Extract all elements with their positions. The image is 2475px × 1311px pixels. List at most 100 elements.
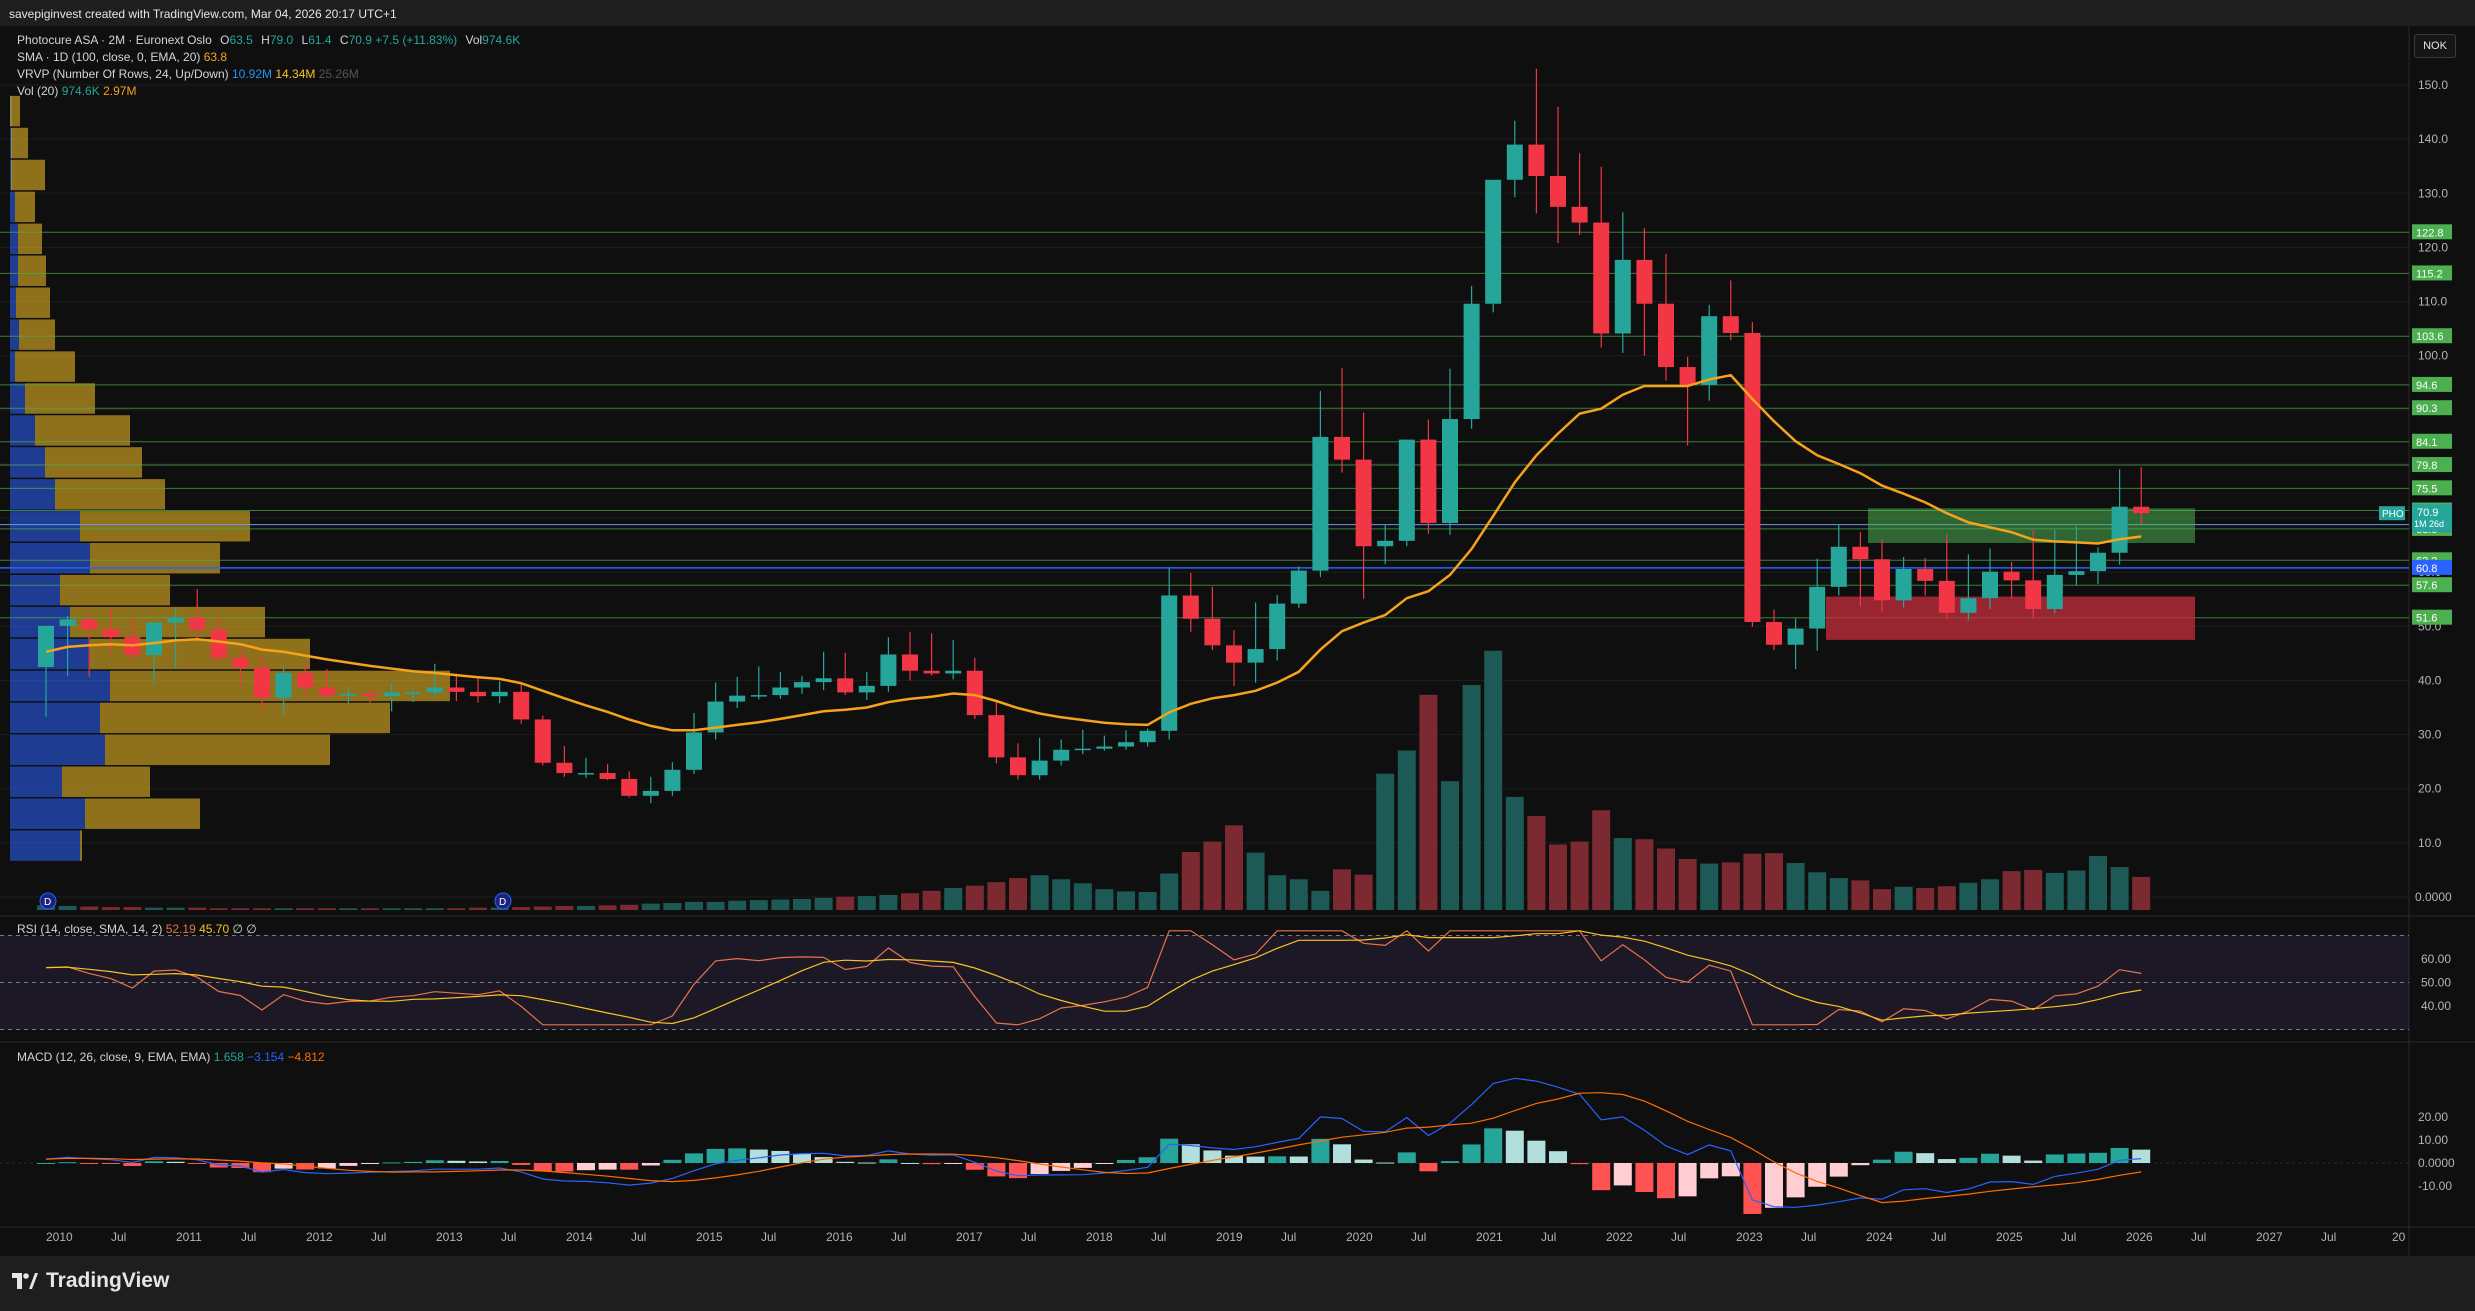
candle-body xyxy=(621,778,638,796)
volume-profile-down-row xyxy=(85,798,200,829)
candle-body xyxy=(1290,570,1307,604)
macd-histogram-bar xyxy=(447,1160,466,1163)
candle-body xyxy=(858,685,875,693)
volume-bar xyxy=(771,899,790,910)
low-value: 61.4 xyxy=(308,33,332,47)
tradingview-logo[interactable]: TradingView xyxy=(12,1269,169,1293)
macd-histogram-bar xyxy=(1851,1163,1870,1166)
candle-body xyxy=(1355,459,1372,547)
candle-body xyxy=(297,672,314,688)
candle-body xyxy=(405,692,422,694)
candle-body xyxy=(426,687,443,693)
volume-bar xyxy=(2110,867,2129,910)
candle-body xyxy=(837,678,854,693)
countdown-label: 1M 26d xyxy=(2414,519,2444,529)
candle-body xyxy=(81,619,98,630)
time-tick-label: Jul xyxy=(1411,1230,1426,1244)
candle-body xyxy=(902,654,918,671)
macd-histogram-bar xyxy=(663,1159,682,1163)
candle-body xyxy=(1852,546,1869,560)
level-tag xyxy=(2412,609,2452,625)
volume-profile-up-row xyxy=(10,734,105,766)
price-tick-label: 100.0 xyxy=(2418,349,2448,363)
vol20-ma-value: 2.97M xyxy=(103,84,137,98)
candle-body xyxy=(491,691,508,697)
chart-area[interactable]: 10.020.030.040.050.060.070.080.090.0100.… xyxy=(0,26,2475,1256)
time-tick-label: 2017 xyxy=(956,1230,983,1244)
candle-body xyxy=(1593,222,1610,334)
candle-body xyxy=(189,617,206,630)
level-tag xyxy=(2412,480,2452,496)
macd-histogram-bar xyxy=(2110,1147,2129,1163)
volume-bar xyxy=(2067,870,2086,910)
candle-body xyxy=(275,672,292,698)
bottom-bar xyxy=(0,1256,2475,1311)
volume-bar xyxy=(188,907,207,910)
volume-bar xyxy=(1009,878,1027,910)
volume-profile-down-row xyxy=(15,351,75,382)
macd-histogram-bar xyxy=(1937,1159,1956,1163)
vrvp-down-value: 14.34M xyxy=(275,67,316,81)
volume-bar xyxy=(749,900,768,910)
macd-histogram-bar xyxy=(2089,1152,2107,1163)
volume-profile-down-row xyxy=(10,95,20,127)
level-tag xyxy=(2412,376,2452,392)
time-tick-label: 2011 xyxy=(176,1230,202,1244)
vrvp-up-value: 10.92M xyxy=(231,67,273,81)
macd-histogram-bar xyxy=(706,1148,725,1163)
volume-profile-up-row xyxy=(10,447,45,478)
candle-body xyxy=(383,692,400,697)
vrvp-legend[interactable]: VRVP (Number Of Rows, 24, Up/Down) 10.92… xyxy=(17,67,359,81)
candle-body xyxy=(815,678,832,683)
sma-legend[interactable]: SMA · 1D (100, close, 0, EMA, 20) 63.8 xyxy=(17,50,227,64)
price-tick-label: 140.0 xyxy=(2418,132,2448,146)
macd-histogram-bar xyxy=(793,1153,811,1163)
volume-bar xyxy=(1484,650,1503,910)
time-tick-label: Jul xyxy=(1151,1230,1166,1244)
price-tick-label: 0.0000 xyxy=(2415,890,2452,904)
volume-bar xyxy=(274,908,293,910)
volume-profile-down-row xyxy=(18,223,42,255)
macd-histogram-bar xyxy=(1527,1140,1546,1163)
volume-bar xyxy=(728,900,747,910)
macd-legend[interactable]: MACD (12, 26, close, 9, EMA, EMA) 1.658 … xyxy=(17,1050,325,1064)
volume-bar xyxy=(1289,879,1308,910)
price-tick-label: 110.0 xyxy=(2418,295,2447,309)
candle-body xyxy=(1550,175,1566,207)
volume-bar xyxy=(555,905,574,910)
macd-histogram-bar xyxy=(2002,1155,2021,1163)
candle-body xyxy=(556,762,573,774)
volume-profile-down-row xyxy=(90,542,220,574)
volume-profile-up-row xyxy=(10,830,80,861)
macd-histogram-bar xyxy=(1397,1152,1416,1163)
volume-bar xyxy=(425,908,444,910)
macd-histogram-bar xyxy=(58,1162,77,1164)
volume-bar xyxy=(1246,852,1265,910)
volume-bar xyxy=(80,906,99,910)
volume-bar xyxy=(1981,879,1999,910)
candle-body xyxy=(362,694,378,697)
volume-bar xyxy=(965,885,984,910)
rsi-label: RSI (14, close, SMA, 14, 2) xyxy=(17,922,163,936)
volume-bar xyxy=(1181,852,1200,910)
macd-histogram-bar xyxy=(1570,1163,1589,1165)
volume-profile-up-row xyxy=(10,191,15,223)
volume-bar xyxy=(145,907,163,910)
level-tag-label: 57.6 xyxy=(2416,580,2437,592)
sma-value: 63.8 xyxy=(203,50,228,64)
volume-bar xyxy=(447,908,466,910)
vol20-legend[interactable]: Vol (20) 974.6K 2.97M xyxy=(17,84,136,98)
rsi-ma-value: 45.70 xyxy=(199,922,230,936)
macd-histogram-bar xyxy=(145,1161,163,1163)
macd-histogram-bar xyxy=(1829,1163,1848,1177)
macd-tick-label: -10.00 xyxy=(2418,1179,2452,1193)
rsi-legend[interactable]: RSI (14, close, SMA, 14, 2) 52.19 45.70 … xyxy=(17,922,257,936)
rsi-value: 52.19 xyxy=(165,922,196,936)
candle-body xyxy=(2111,506,2128,553)
candle-body xyxy=(2003,571,2020,581)
volume-bar xyxy=(901,893,919,910)
currency-button[interactable]: NOK xyxy=(2414,34,2456,58)
time-tick-label: 2015 xyxy=(696,1230,723,1244)
macd-histogram-bar xyxy=(1505,1130,1524,1163)
volume-bar xyxy=(857,896,876,910)
